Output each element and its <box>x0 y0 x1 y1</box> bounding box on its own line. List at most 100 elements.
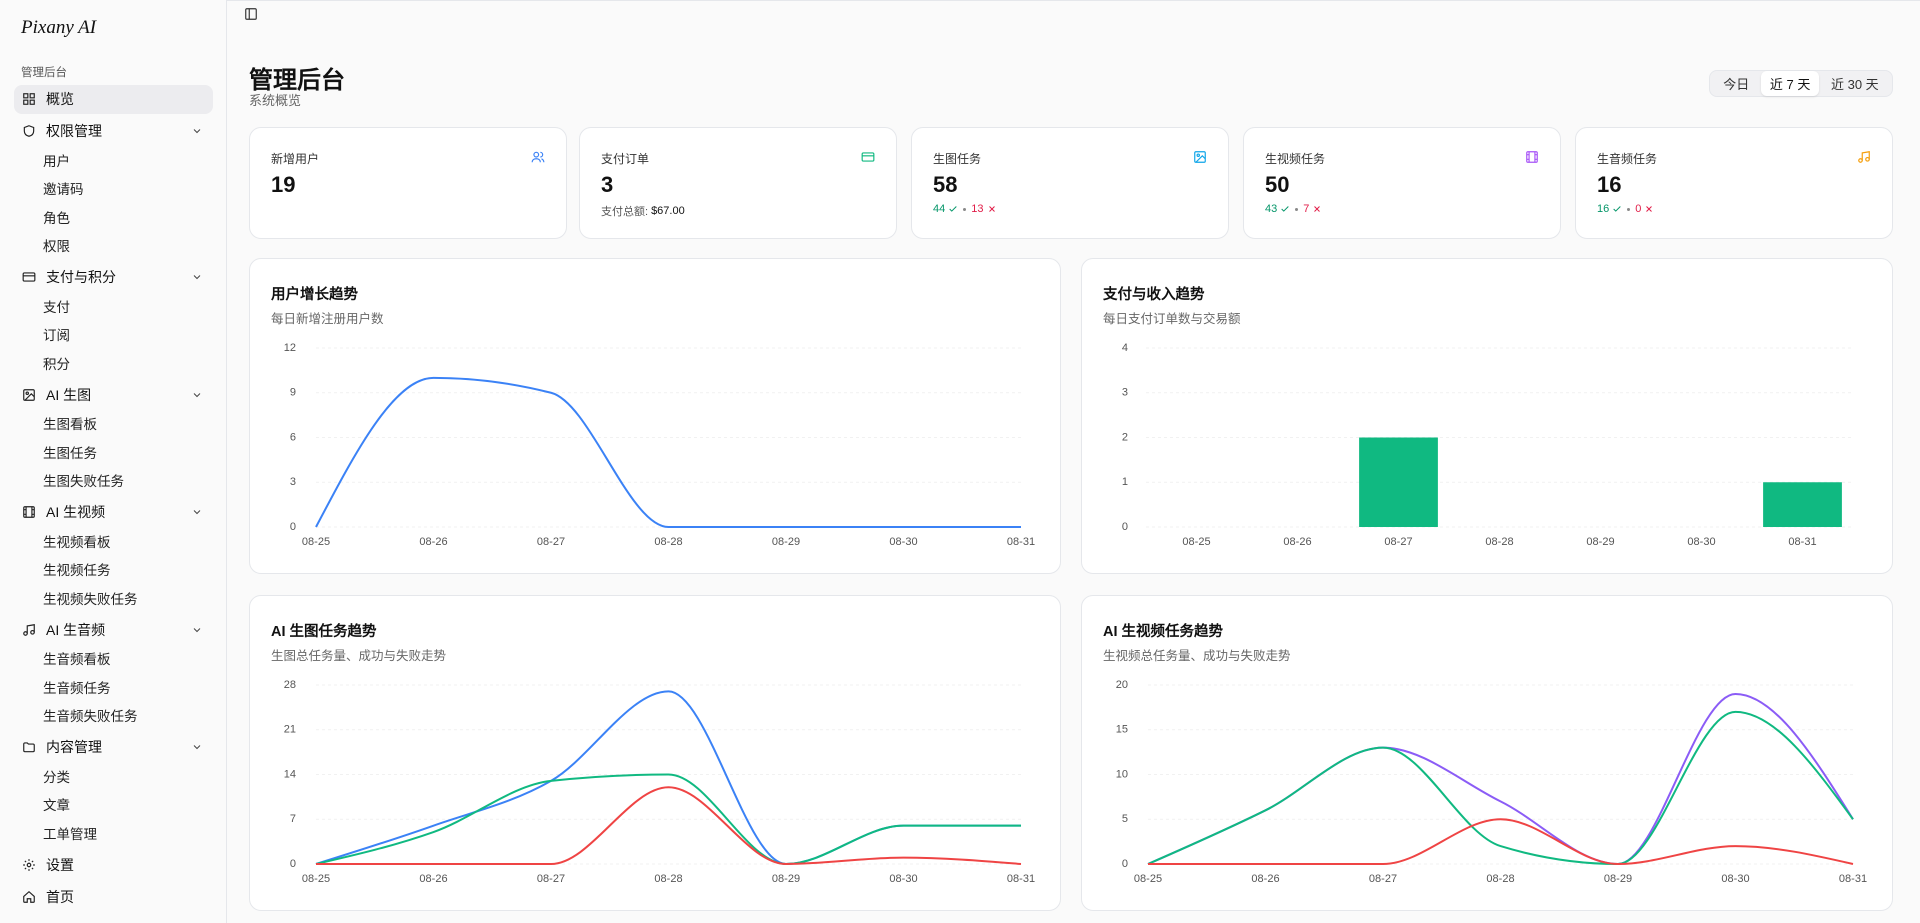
x-tick-label: 08-27 <box>1369 873 1397 885</box>
nav-item[interactable]: AI 生视频 <box>14 498 213 527</box>
stat-note: 44 13 <box>933 203 997 215</box>
note-value: $67.00 <box>651 205 685 217</box>
x-tick-label: 08-29 <box>772 873 800 885</box>
y-tick-label: 0 <box>1122 858 1128 870</box>
x-tick-label: 08-30 <box>1721 873 1749 885</box>
chart-subtitle: 生视频总任务量、成功与失败走势 <box>1103 649 1291 663</box>
x-tick-label: 08-27 <box>537 536 565 548</box>
nav-subitem[interactable]: 生音频失败任务 <box>43 709 138 725</box>
chart-title: 支付与收入趋势 <box>1103 287 1205 303</box>
stat-card: 新增用户 19 <box>249 127 567 239</box>
range-button[interactable]: 近 30 天 <box>1831 77 1879 92</box>
x-tick-label: 08-25 <box>1134 873 1162 885</box>
nav-icon <box>22 272 36 282</box>
note-label: 支付总额: <box>601 206 649 218</box>
chart-card: 0 3 6 9 12 08-25 08-26 08-27 08-28 08-29 08-30 08-3… <box>249 258 1061 574</box>
check-icon <box>1281 206 1289 212</box>
nav-subitem[interactable]: 生视频看板 <box>43 534 111 550</box>
chart-title: AI 生图任务趋势 <box>271 624 377 640</box>
nav-item[interactable]: 内容管理 <box>14 733 213 762</box>
x-tick-label: 08-25 <box>302 873 330 885</box>
y-tick-label: 21 <box>284 724 296 736</box>
stat-value: 3 <box>601 172 614 197</box>
page-title: 管理后台 <box>249 67 345 94</box>
nav-label: 内容管理 <box>46 739 102 756</box>
nav-subitem[interactable]: 积分 <box>43 356 70 372</box>
stat-card: 生音频任务 16 16 0 <box>1575 127 1893 239</box>
nav-item[interactable]: 权限管理 <box>14 117 213 146</box>
nav-subitem[interactable]: 生音频看板 <box>43 652 111 668</box>
users-icon <box>531 151 545 163</box>
nav-label: 权限管理 <box>46 123 102 140</box>
nav-item[interactable]: 支付与积分 <box>14 263 213 292</box>
chevron <box>193 392 201 397</box>
nav-item[interactable]: AI 生图 <box>14 381 213 410</box>
stat-value: 50 <box>1265 172 1290 197</box>
y-tick-label: 2 <box>1122 431 1128 443</box>
y-tick-label: 9 <box>290 387 296 399</box>
nav-subitem[interactable]: 分类 <box>43 769 70 785</box>
range-toggle: 今日 近 7 天 近 30 天 <box>1709 70 1893 97</box>
nav-subitem[interactable]: 文章 <box>43 798 70 814</box>
nav-icon <box>23 93 35 106</box>
line <box>316 786 1022 866</box>
sidebar: Pixany AI 管理后台 概览 权限管理 用户 邀请码 角色 权限 支付与积分 支付 订阅积… <box>0 0 227 923</box>
nav-item[interactable]: AI 生音频 <box>14 616 213 645</box>
nav-subitem[interactable]: 生图失败任务 <box>43 474 124 490</box>
nav-subitem[interactable]: 订阅 <box>43 328 70 344</box>
separator <box>963 207 967 211</box>
nav-subitem[interactable]: 生图任务 <box>43 445 97 461</box>
line <box>1148 818 1854 866</box>
film-icon <box>1526 151 1538 163</box>
main: 管理后台 系统概览 今日 近 7 天 近 30 天 新增用户 19 支付订单 3… <box>227 0 1920 923</box>
nav-subitem[interactable]: 工单管理 <box>43 826 97 842</box>
x-tick-label: 08-31 <box>1788 536 1816 548</box>
chart: 0 7 14 21 28 08-25 08-26 08-27 08-28 08-29 08-30 08… <box>284 679 1035 885</box>
x-tick-label: 08-31 <box>1007 873 1035 885</box>
nav-item[interactable]: 设置 <box>14 851 213 880</box>
range-button[interactable]: 今日 <box>1723 77 1750 92</box>
x-tick-label: 08-25 <box>302 536 330 548</box>
nav-item[interactable]: 首页 <box>14 883 213 912</box>
stat-label: 生图任务 <box>933 152 982 166</box>
stat-value: 58 <box>933 172 958 197</box>
card-icon <box>861 152 875 162</box>
nav-subitem[interactable]: 支付 <box>43 299 70 315</box>
stat-value: 19 <box>271 172 296 197</box>
stat-note: 支付总额: $67.00 <box>601 203 685 219</box>
y-tick-label: 0 <box>1122 521 1128 533</box>
y-tick-label: 3 <box>1122 387 1128 399</box>
nav-subitem[interactable]: 生音频任务 <box>43 680 111 696</box>
nav-subitem[interactable]: 生视频任务 <box>43 563 111 579</box>
x-tick-label: 08-30 <box>1687 536 1715 548</box>
stat-label: 生音频任务 <box>1597 152 1658 166</box>
range-button[interactable]: 近 7 天 <box>1760 71 1820 96</box>
y-tick-label: 28 <box>284 679 296 691</box>
stat-value: 16 <box>1597 172 1622 197</box>
cross-icon <box>1314 206 1321 212</box>
sidebar-toggle[interactable] <box>244 7 258 21</box>
music-icon <box>1858 151 1870 163</box>
line <box>315 376 1021 528</box>
chevron <box>193 627 201 632</box>
nav-icon <box>23 388 35 401</box>
nav-label: 设置 <box>46 856 74 873</box>
nav-subitem[interactable]: 角色 <box>43 210 70 226</box>
nav-subitem[interactable]: 生视频失败任务 <box>43 591 138 607</box>
nav-icon <box>23 890 35 903</box>
chart-subtitle: 生图总任务量、成功与失败走势 <box>271 649 447 663</box>
failed-count: 7 <box>1303 203 1310 215</box>
nav-subitem[interactable]: 用户 <box>43 153 70 169</box>
page-subtitle: 系统概览 <box>249 93 302 108</box>
chevron <box>193 510 201 515</box>
line <box>315 773 1021 866</box>
x-tick-label: 08-26 <box>419 873 447 885</box>
y-tick-label: 14 <box>284 768 296 780</box>
x-tick-label: 08-28 <box>1486 873 1514 885</box>
nav-subitem[interactable]: 邀请码 <box>43 182 84 198</box>
nav-subitem[interactable]: 生图看板 <box>43 417 97 433</box>
nav-item[interactable]: 概览 <box>14 85 213 114</box>
logo[interactable]: Pixany AI <box>21 17 97 38</box>
nav-subitem[interactable]: 权限 <box>43 239 70 255</box>
check-icon <box>949 206 957 212</box>
